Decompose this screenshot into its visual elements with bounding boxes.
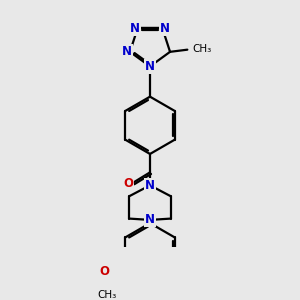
Text: N: N [145, 179, 155, 192]
Text: O: O [123, 177, 134, 190]
Text: CH₃: CH₃ [98, 290, 117, 300]
Text: N: N [122, 45, 132, 58]
Text: N: N [145, 213, 155, 226]
Text: N: N [145, 60, 155, 74]
Text: N: N [160, 22, 170, 35]
Text: O: O [99, 265, 109, 278]
Text: N: N [130, 22, 140, 35]
Text: CH₃: CH₃ [192, 44, 212, 54]
